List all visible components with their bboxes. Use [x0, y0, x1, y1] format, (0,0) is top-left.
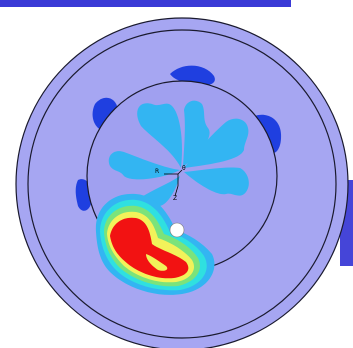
axis-label-z: Z: [173, 195, 177, 202]
circle-marker-icon: [169, 222, 185, 238]
triad-icon: [164, 169, 183, 197]
top-edge-bar: [0, 0, 291, 7]
high-contour-hotspot: [95, 193, 215, 295]
axis-label-theta: θ: [182, 165, 186, 172]
axis-label-r: R: [155, 168, 159, 175]
outer-ring: [27, 29, 337, 339]
